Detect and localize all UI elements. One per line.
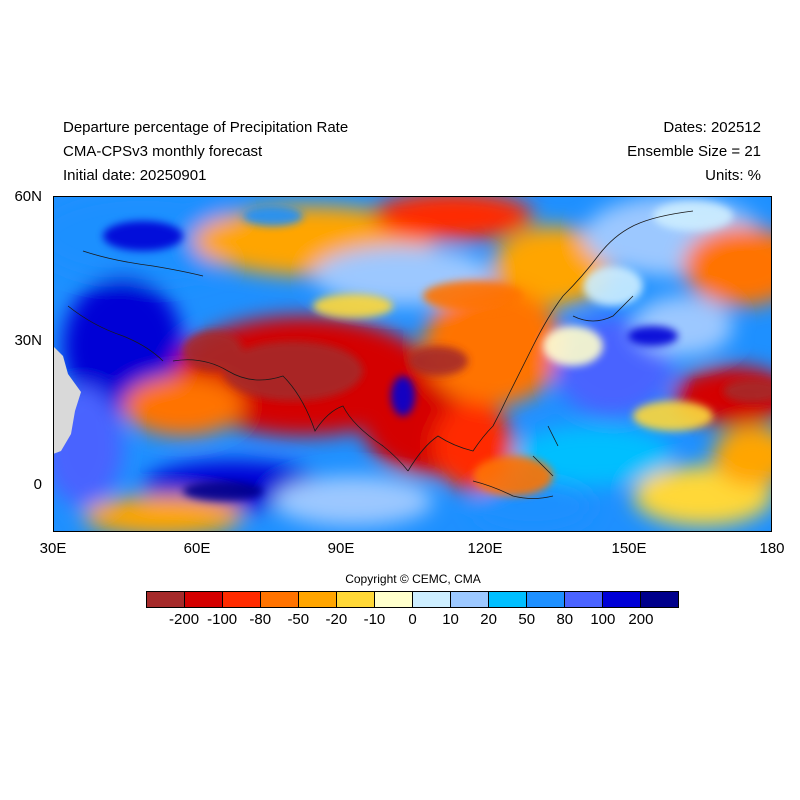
forecast-dates: Dates: 202512 xyxy=(663,119,761,136)
colorbar-swatch xyxy=(489,592,527,607)
lat-tick-0: 0 xyxy=(33,476,42,493)
lon-tick-180: 180 xyxy=(759,540,785,557)
colorbar-swatch xyxy=(261,592,299,607)
colorbar-swatch xyxy=(185,592,223,607)
map-title: Departure percentage of Precipitation Ra… xyxy=(63,119,349,136)
colorbar-label: -200 xyxy=(169,611,200,628)
colorbar-swatch xyxy=(375,592,413,607)
colorbar-label: 0 xyxy=(408,611,417,628)
colorbar-swatch xyxy=(299,592,337,607)
colorbar-swatch xyxy=(641,592,678,607)
colorbar-label: -80 xyxy=(249,611,272,628)
colorbar-swatch xyxy=(147,592,185,607)
colorbar-label: -20 xyxy=(325,611,348,628)
colorbar-label: 80 xyxy=(556,611,574,628)
colorbar-swatch xyxy=(527,592,565,607)
colorbar-label: 100 xyxy=(590,611,616,628)
colorbar-swatch xyxy=(451,592,489,607)
colorbar xyxy=(146,591,679,608)
lon-tick-60e: 60E xyxy=(183,540,211,557)
lat-tick-30n: 30N xyxy=(14,332,42,349)
colorbar-label: -100 xyxy=(207,611,238,628)
colorbar-label: 200 xyxy=(628,611,654,628)
colorbar-swatch xyxy=(603,592,641,607)
ensemble-size: Ensemble Size = 21 xyxy=(627,143,761,160)
colorbar-swatch xyxy=(413,592,451,607)
colorbar-label: 20 xyxy=(480,611,497,628)
lon-tick-120e: 120E xyxy=(467,540,503,557)
colorbar-swatch xyxy=(223,592,261,607)
colorbar-label: 50 xyxy=(518,611,536,628)
units-label: Units: % xyxy=(705,167,761,184)
precipitation-anomaly-map xyxy=(53,196,772,532)
colorbar-swatch xyxy=(565,592,603,607)
copyright-notice: Copyright © CEMC, CMA xyxy=(345,572,481,586)
colorbar-swatch xyxy=(337,592,375,607)
colorbar-label: -10 xyxy=(363,611,386,628)
lon-tick-30e: 30E xyxy=(39,540,67,557)
lat-tick-60n: 60N xyxy=(14,188,42,205)
colorbar-label: -50 xyxy=(287,611,310,628)
lon-tick-150e: 150E xyxy=(611,540,647,557)
colorbar-label: 10 xyxy=(442,611,459,628)
lon-tick-90e: 90E xyxy=(327,540,355,557)
model-subtitle: CMA-CPSv3 monthly forecast xyxy=(63,143,263,160)
initial-date: Initial date: 20250901 xyxy=(63,167,207,184)
